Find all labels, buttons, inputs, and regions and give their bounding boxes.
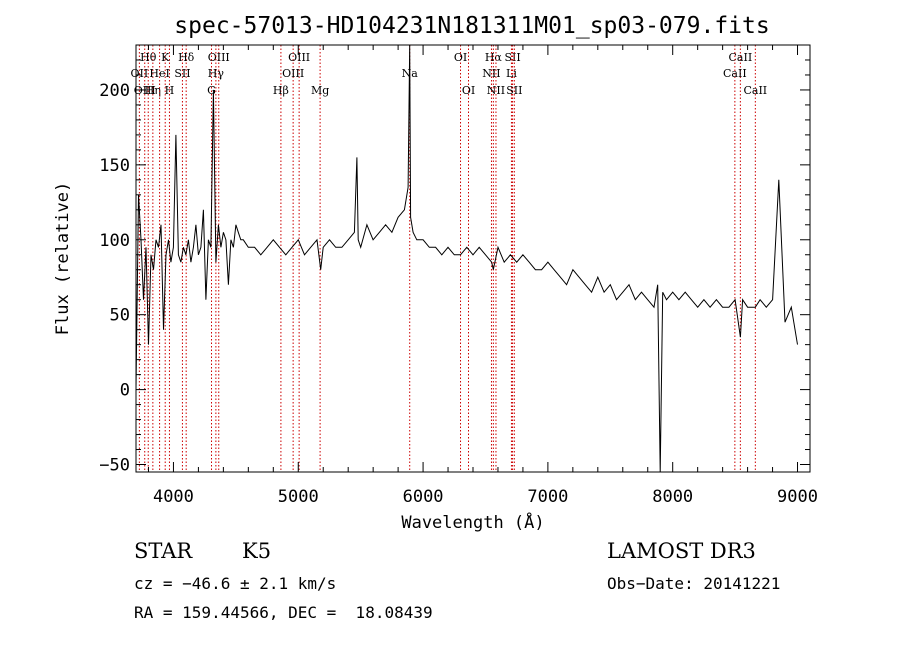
line-marker-label: H <box>165 84 175 97</box>
line-marker-label: Hδ <box>178 51 195 64</box>
coordinates: RA = 159.44566, DEC = 18.08439 <box>134 603 433 622</box>
line-marker-label: NII <box>482 67 500 80</box>
plot-frame <box>135 44 811 473</box>
x-tick-label: 6000 <box>403 487 444 507</box>
line-marker-label: CaII <box>743 84 767 97</box>
line-marker-label: OIII <box>288 51 310 64</box>
line-marker-label: Hβ <box>273 84 289 97</box>
chart-title: spec-57013-HD104231N181311M01_sp03-079.f… <box>174 13 769 39</box>
line-marker-label: OIII <box>208 51 230 64</box>
line-marker-label: Hα <box>485 51 503 64</box>
line-marker-label: G <box>207 84 216 97</box>
spectrum-line <box>136 45 798 472</box>
line-marker-label: SII <box>174 67 190 80</box>
redshift-velocity: cz = −46.6 ± 2.1 km/s <box>134 574 337 593</box>
line-marker-label: OI <box>454 51 467 64</box>
line-marker-label: SII <box>504 51 520 64</box>
line-marker-label: CaII <box>729 51 753 64</box>
y-tick-label: 150 <box>99 156 130 176</box>
line-marker-label: Hη <box>145 84 161 97</box>
line-marker-label: HeI <box>149 67 169 80</box>
line-marker-label: Hγ <box>208 67 225 80</box>
x-tick-label: 7000 <box>527 487 568 507</box>
line-marker-label: Hθ <box>140 51 157 64</box>
y-tick-label: 50 <box>110 306 130 326</box>
x-axis-label: Wavelength (Å) <box>401 511 544 533</box>
line-marker-label: OI <box>462 84 475 97</box>
object-class: STAR <box>134 539 193 563</box>
line-marker-label: OII <box>131 67 149 80</box>
survey-name: LAMOST DR3 <box>607 539 756 563</box>
object-subclass: K5 <box>242 539 272 563</box>
x-tick-label: 5000 <box>278 487 319 507</box>
axis-ticks: 4000 5000 6000 7000 8000 9000 −50 0 50 100 150 200 <box>99 45 818 507</box>
line-marker-label: OIII <box>134 84 156 97</box>
y-axis-label: Flux (relative) <box>53 182 73 336</box>
line-marker-label: Mg <box>311 84 329 97</box>
spectrum-series <box>136 45 798 472</box>
line-marker-label: CaII <box>723 67 747 80</box>
line-marker-label: OIII <box>282 67 304 80</box>
observation-date: Obs−Date: 20141221 <box>607 574 781 593</box>
x-tick-label: 9000 <box>777 487 818 507</box>
x-tick-label: 4000 <box>153 487 194 507</box>
y-tick-label: 0 <box>120 381 130 401</box>
y-tick-label: 100 <box>99 231 130 251</box>
y-tick-label: 200 <box>99 81 130 101</box>
x-tick-label: 8000 <box>652 487 693 507</box>
line-marker-label: NII <box>487 84 505 97</box>
line-marker-label: K <box>161 51 170 64</box>
line-marker-label: Li <box>506 67 517 80</box>
y-tick-label: −50 <box>99 456 130 476</box>
line-marker-label: SII <box>506 84 522 97</box>
